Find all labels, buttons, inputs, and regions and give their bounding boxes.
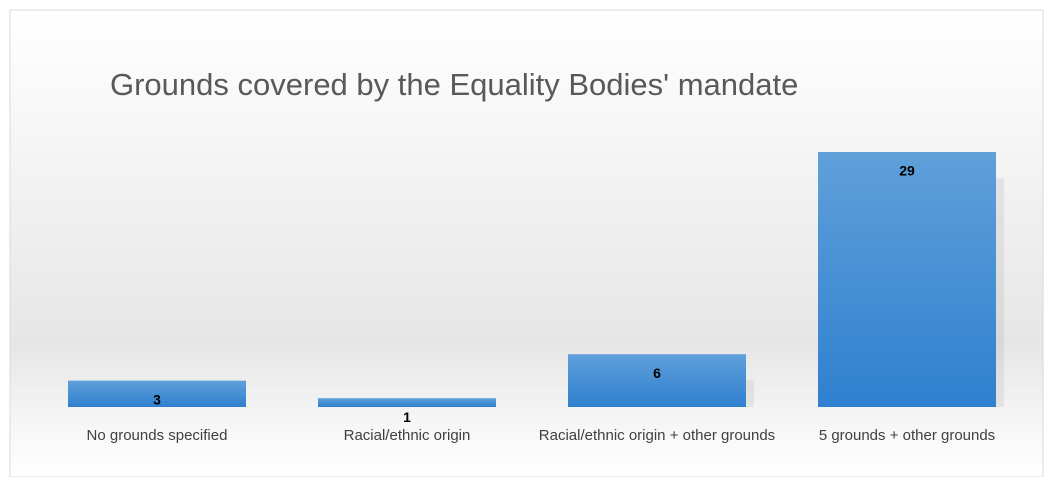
- chart-title: Grounds covered by the Equality Bodies' …: [110, 67, 798, 102]
- data-label: 1: [403, 409, 411, 425]
- x-tick-label: 5 grounds + other grounds: [819, 427, 995, 444]
- data-label: 3: [153, 391, 161, 407]
- x-tick-label: Racial/ethnic origin: [344, 427, 471, 444]
- data-label: 6: [653, 365, 661, 381]
- bar: [68, 380, 246, 407]
- bar: [818, 152, 996, 407]
- x-tick-label: Racial/ethnic origin + other grounds: [539, 427, 775, 444]
- bar: [318, 398, 496, 407]
- data-label: 29: [899, 163, 915, 179]
- x-tick-label: No grounds specified: [87, 427, 228, 444]
- bar: [568, 354, 746, 407]
